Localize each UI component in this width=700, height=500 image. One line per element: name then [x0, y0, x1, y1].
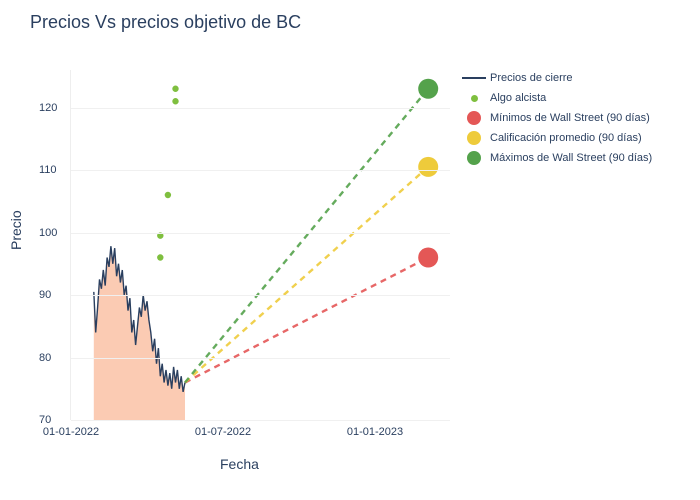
gridline	[71, 358, 450, 359]
chart-title: Precios Vs precios objetivo de BC	[30, 12, 301, 33]
legend-item: Algo alcista	[460, 90, 652, 106]
projection-line-max	[185, 89, 428, 383]
algo-dot	[165, 192, 171, 198]
algo-dot	[157, 254, 163, 260]
legend-item: Mínimos de Wall Street (90 días)	[460, 110, 652, 126]
legend-dot-icon	[471, 95, 478, 102]
y-tick-label: 120	[39, 102, 57, 114]
target-dot-max	[418, 79, 438, 99]
y-axis-label: Precio	[8, 210, 24, 250]
y-tick-label: 100	[39, 227, 57, 239]
legend-dot-icon	[467, 151, 481, 165]
gridline	[71, 170, 450, 171]
gridline	[71, 295, 450, 296]
y-tick-label: 90	[39, 289, 51, 301]
legend-label: Máximos de Wall Street (90 días)	[490, 152, 652, 164]
legend-label: Precios de cierre	[490, 72, 573, 84]
legend-dot-icon	[467, 131, 481, 145]
y-tick-label: 70	[39, 414, 51, 426]
gridline	[71, 233, 450, 234]
legend-swatch	[460, 151, 488, 165]
legend-item: Precios de cierre	[460, 70, 652, 86]
legend-swatch	[460, 131, 488, 145]
x-axis-label: Fecha	[220, 456, 259, 472]
legend-item: Máximos de Wall Street (90 días)	[460, 150, 652, 166]
legend-label: Algo alcista	[490, 92, 546, 104]
legend-item: Calificación promedio (90 días)	[460, 130, 652, 146]
y-tick-label: 110	[39, 164, 57, 176]
target-dot-avg	[418, 157, 438, 177]
plot-area: 70809010011012001-01-202201-07-202201-01…	[70, 70, 450, 420]
y-tick-label: 80	[39, 352, 51, 364]
legend-swatch	[460, 77, 488, 79]
area-fill	[94, 246, 185, 420]
legend-label: Mínimos de Wall Street (90 días)	[490, 112, 650, 124]
gridline	[71, 108, 450, 109]
legend: Precios de cierre Algo alcista Mínimos de …	[460, 70, 652, 170]
gridline	[71, 420, 450, 421]
projection-line-avg	[185, 167, 428, 383]
target-dot-min	[418, 248, 438, 268]
chart-svg	[71, 70, 450, 420]
legend-label: Calificación promedio (90 días)	[490, 132, 642, 144]
projection-line-min	[185, 258, 428, 383]
legend-line-icon	[462, 77, 486, 79]
x-tick-label: 01-07-2022	[195, 426, 251, 438]
legend-swatch	[460, 111, 488, 125]
legend-swatch	[460, 95, 488, 102]
legend-dot-icon	[467, 111, 481, 125]
x-tick-label: 01-01-2023	[347, 426, 403, 438]
algo-dot	[172, 98, 178, 104]
x-tick-label: 01-01-2022	[43, 426, 99, 438]
algo-dot	[172, 86, 178, 92]
